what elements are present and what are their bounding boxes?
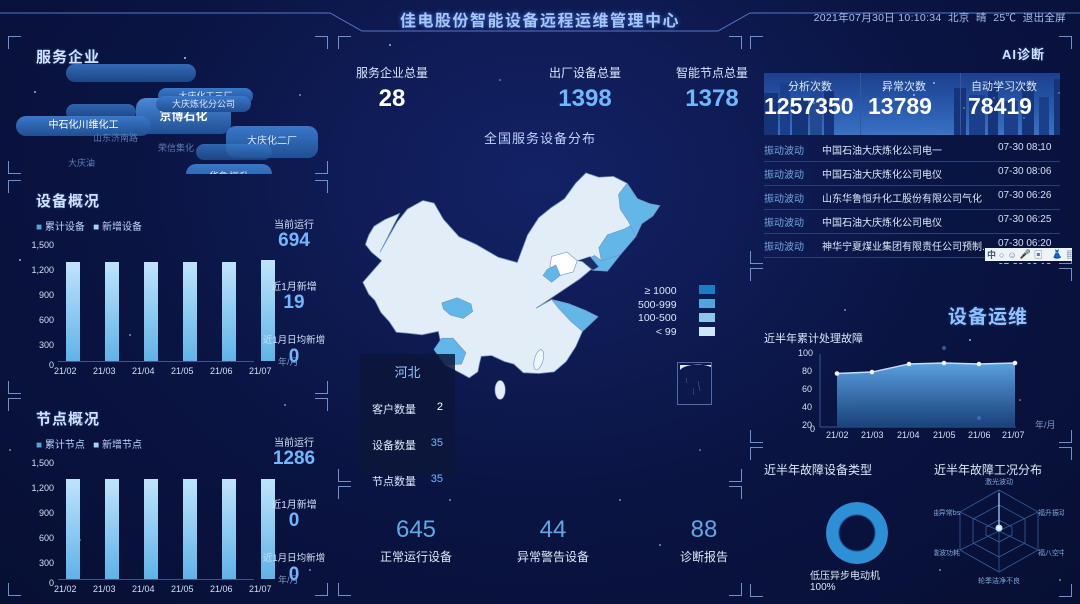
svg-text:福八空中: 福八空中 [1038, 548, 1064, 557]
svg-text:轮季洁净不良: 轮季洁净不良 [978, 576, 1020, 585]
svg-text:激光波动: 激光波动 [985, 477, 1013, 486]
svg-text:谐波功耗: 谐波功耗 [934, 548, 960, 557]
svg-text:油异常bs: 油异常bs [934, 508, 961, 517]
svg-text:福升振动: 福升振动 [1038, 508, 1064, 517]
